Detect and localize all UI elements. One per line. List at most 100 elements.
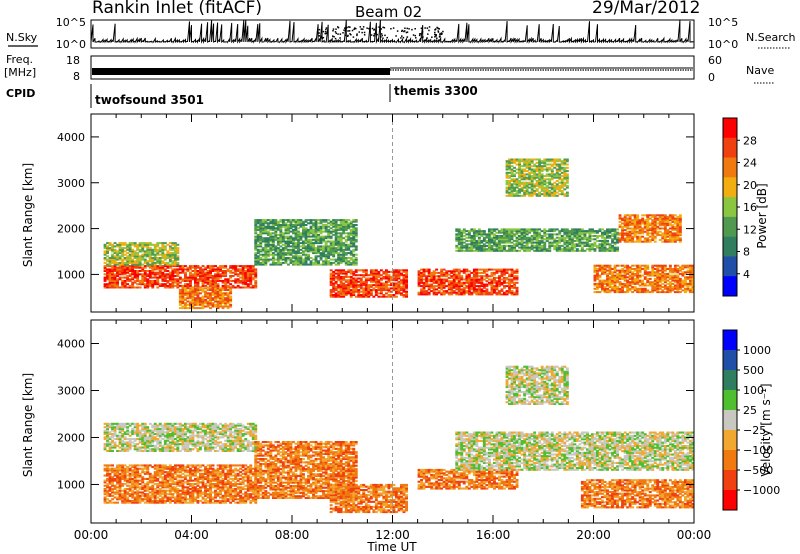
- data-cell: [475, 270, 479, 273]
- data-cell: [684, 291, 687, 294]
- data-cell: [661, 286, 665, 289]
- nsearch-point: [434, 33, 436, 36]
- data-cell: [206, 283, 210, 286]
- data-cell: [460, 275, 464, 278]
- data-cell: [452, 283, 456, 286]
- data-cell: [184, 276, 187, 279]
- data-cell: [525, 170, 529, 173]
- data-cell: [525, 191, 529, 194]
- data-cell: [337, 242, 341, 245]
- data-cell: [513, 291, 516, 294]
- data-cell: [460, 243, 464, 246]
- data-cell: [309, 245, 313, 248]
- data-cell: [568, 248, 572, 251]
- data-cell: [643, 271, 647, 274]
- data-cell: [508, 165, 511, 168]
- data-cell: [505, 228, 509, 231]
- data-cell: [349, 252, 353, 255]
- data-cell: [339, 275, 343, 278]
- data-cell: [349, 277, 353, 280]
- data-cell: [276, 240, 280, 243]
- data-cell: [254, 279, 258, 282]
- data-cell: [148, 248, 152, 251]
- data-cell: [199, 275, 202, 277]
- data-cell: [133, 245, 137, 248]
- data-cell: [495, 283, 499, 286]
- data-cell: [141, 243, 145, 246]
- data-cell: [400, 289, 403, 292]
- data-cell: [608, 282, 612, 285]
- data-cell: [269, 225, 273, 228]
- data-cell: [297, 255, 300, 258]
- data-cell: [332, 270, 336, 273]
- data-cell: [153, 255, 157, 258]
- data-cell: [264, 243, 268, 246]
- data-cell: [344, 257, 348, 259]
- data-cell: [128, 260, 132, 263]
- data-cell: [254, 228, 258, 231]
- data-cell: [324, 255, 328, 258]
- data-cell: [508, 249, 511, 252]
- data-cell: [385, 275, 388, 278]
- data-cell: [369, 280, 373, 283]
- data-cell: [108, 271, 112, 274]
- data-cell: [342, 260, 346, 263]
- data-cell: [671, 271, 675, 274]
- data-cell: [422, 288, 426, 291]
- data-cell: [405, 292, 408, 295]
- data-cell: [558, 239, 562, 242]
- data-cell: [221, 271, 225, 274]
- data-cell: [161, 276, 165, 279]
- data-cell: [344, 243, 348, 246]
- data-cell: [304, 257, 308, 259]
- data-cell: [656, 289, 660, 292]
- data-cell: [266, 232, 270, 235]
- data-cell: [382, 289, 386, 292]
- data-cell: [141, 250, 145, 253]
- data-cell: [126, 265, 130, 268]
- data-cell: [337, 279, 341, 282]
- data-cell: [254, 275, 258, 277]
- data-cell: [535, 180, 539, 182]
- data-cell: [608, 244, 612, 247]
- data-cell: [196, 297, 200, 300]
- data-cell: [334, 289, 338, 292]
- data-cell: [523, 189, 527, 192]
- data-cell: [256, 257, 260, 259]
- data-cell: [651, 272, 655, 275]
- data-cell: [676, 237, 680, 240]
- data-cell: [153, 243, 157, 246]
- data-cell: [658, 284, 662, 287]
- data-cell: [126, 248, 130, 251]
- data-cell: [133, 276, 137, 279]
- data-cell: [580, 249, 584, 252]
- data-cell: [430, 290, 434, 293]
- data-cell: [472, 291, 476, 294]
- data-cell: [204, 276, 207, 279]
- data-cell: [374, 294, 378, 296]
- data-cell: [598, 266, 602, 269]
- data-cell: [666, 240, 670, 243]
- data-cell: [168, 273, 172, 276]
- data-cell: [287, 257, 290, 259]
- data-cell: [211, 275, 215, 277]
- data-cell: [196, 292, 200, 295]
- data-cell: [297, 235, 300, 238]
- data-cell: [229, 266, 233, 269]
- data-cell: [596, 291, 599, 294]
- data-cell: [261, 237, 265, 240]
- data-cell: [621, 289, 624, 292]
- data-cell: [510, 193, 514, 196]
- data-cell: [523, 184, 527, 187]
- data-cell: [204, 292, 207, 295]
- data-cell: [648, 274, 652, 277]
- nsearch-point: [318, 35, 321, 37]
- data-cell: [465, 248, 469, 251]
- data-cell: [354, 228, 358, 231]
- data-cell: [661, 237, 665, 240]
- data-cell: [457, 230, 461, 233]
- data-cell: [156, 281, 160, 284]
- data-cell: [324, 250, 328, 253]
- data-cell: [294, 227, 298, 230]
- data-cell: [591, 235, 594, 237]
